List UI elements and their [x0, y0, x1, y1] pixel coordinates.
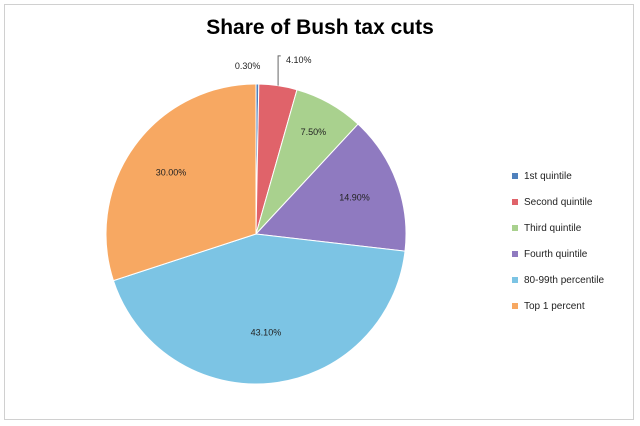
legend-item-third-quintile: Third quintile — [512, 215, 604, 241]
data-label-top-1-percent: 30.00% — [156, 167, 187, 177]
legend-item-top-1-percent: Top 1 percent — [512, 293, 604, 319]
legend-swatch-second-quintile — [512, 199, 518, 205]
legend-label-second-quintile: Second quintile — [524, 196, 593, 208]
legend-swatch-1st-quintile — [512, 173, 518, 179]
data-label-second-quintile: 4.10% — [286, 55, 312, 65]
pie-slice-top-1-percent — [105, 83, 257, 282]
data-label-80-99th-percentile: 43.10% — [251, 327, 282, 337]
legend-item-80-99th-percentile: 80-99th percentile — [512, 267, 604, 293]
legend-item-fourth-quintile: Fourth quintile — [512, 241, 604, 267]
legend-item-1st-quintile: 1st quintile — [512, 163, 604, 189]
legend-label-top-1-percent: Top 1 percent — [524, 300, 585, 312]
legend-swatch-third-quintile — [512, 225, 518, 231]
legend-swatch-fourth-quintile — [512, 251, 518, 257]
legend-item-second-quintile: Second quintile — [512, 189, 604, 215]
legend-label-1st-quintile: 1st quintile — [524, 170, 572, 182]
legend-label-80-99th-percentile: 80-99th percentile — [524, 274, 605, 286]
leader-line-second-quintile — [277, 55, 281, 86]
legend-swatch-top-1-percent — [512, 303, 518, 309]
data-label-1st-quintile: 0.30% — [235, 61, 261, 71]
chart-legend: 1st quintile Second quintile Third quintil… — [512, 163, 604, 319]
data-label-third-quintile: 7.50% — [301, 127, 327, 137]
legend-label-third-quintile: Third quintile — [524, 222, 582, 234]
legend-label-fourth-quintile: Fourth quintile — [524, 248, 588, 260]
chart-title: Share of Bush tax cuts — [206, 16, 434, 39]
pie-slice-fourth-quintile — [254, 123, 407, 252]
legend-swatch-80-99th-percentile — [512, 277, 518, 283]
pie-slice-80-99th-percentile — [112, 233, 406, 385]
data-label-fourth-quintile: 14.90% — [339, 193, 370, 203]
